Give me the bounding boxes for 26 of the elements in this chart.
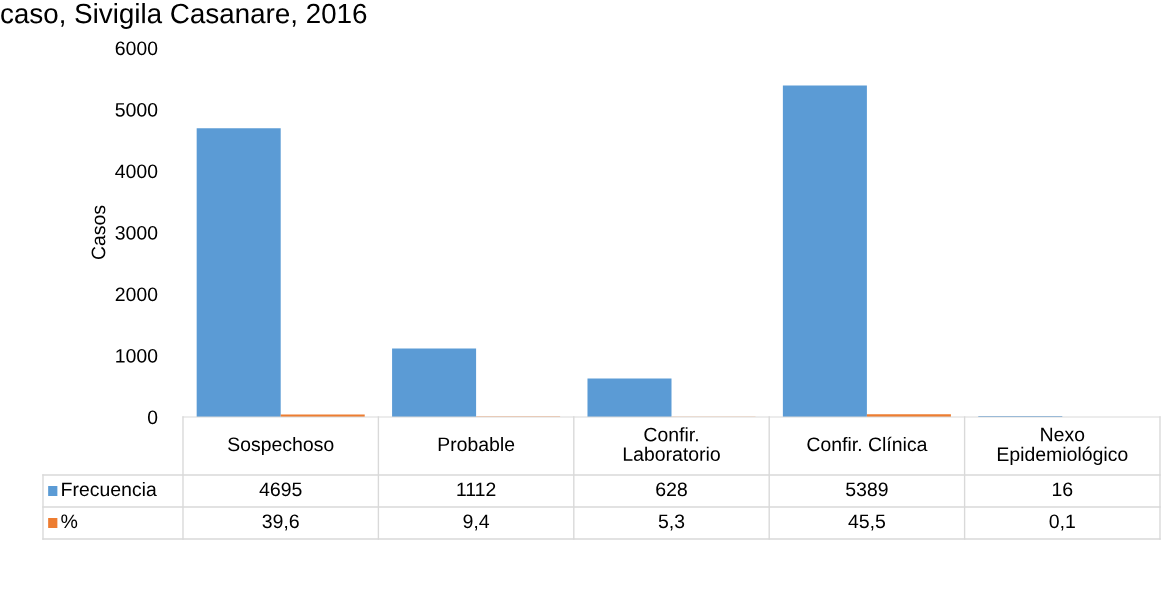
y-tick-label: 6000 [115,41,158,56]
y-tick-label: 2000 [115,287,158,302]
y-tick-label: 3000 [115,225,158,240]
x-tick-label: Probable [438,436,515,452]
y-tick-label: 0 [147,410,158,425]
data-label: 9,4 [463,514,490,531]
x-tick-label: Confir. Laboratorio [623,427,720,461]
data-label: 628 [656,482,687,497]
legend-label: % [61,514,78,529]
y-tick-label: 4000 [115,164,158,179]
y-axis-title: Casos [91,205,106,260]
data-label: 1112 [457,482,496,497]
x-tick-label: Sospechoso [228,436,334,456]
y-tick-label: 1000 [116,348,158,363]
y-tick-label: 5000 [115,102,158,117]
data-label: 0,1 [1049,514,1075,531]
data-label: 5,3 [658,514,685,531]
data-label: 4695 [259,482,302,497]
x-tick-label: Nexo Epidemiológico [997,427,1128,465]
x-tick-label: Confir. Clínica [807,436,928,452]
data-label: 39,6 [262,514,299,531]
chart-title: caso, Sivigila Casanare, 2016 [1,2,367,29]
data-label: 16 [1052,482,1073,497]
legend-label: Frecuencia [62,481,157,497]
data-label: 45,5 [848,514,886,531]
data-label: 5389 [846,482,888,497]
